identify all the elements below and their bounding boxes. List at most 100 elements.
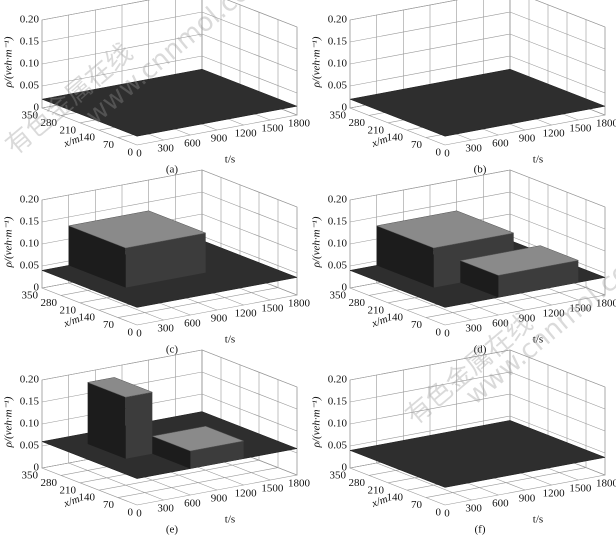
x-tick-label: 350 — [22, 110, 39, 122]
t-tick-label: 1200 — [235, 308, 258, 320]
x-axis-label: x/m — [369, 313, 389, 330]
grid-line — [376, 375, 472, 501]
x-tick-label: 350 — [330, 470, 347, 482]
plateau-top — [375, 210, 515, 249]
t-tick-label: 600 — [492, 498, 509, 510]
x-tick-label: 140 — [387, 312, 404, 324]
x-axis-label: x/m — [61, 133, 81, 150]
z-tick-label: 0.15 — [20, 216, 40, 228]
t-tick-label: 1200 — [235, 488, 258, 500]
x-tick-label: 0 — [128, 327, 134, 339]
t-tick-label: 300 — [465, 503, 482, 515]
z-tick-label: 0.20 — [328, 14, 348, 26]
plateau-front — [87, 382, 126, 459]
caption: (f) — [475, 524, 486, 536]
x-tick-label: 280 — [41, 117, 58, 129]
x-axis-label: x/m — [369, 133, 389, 150]
t-tick-label: 1800 — [288, 118, 311, 130]
caption: (d) — [474, 344, 487, 356]
z-tick-label: 0 — [34, 282, 40, 294]
x-axis-label: x/m — [61, 493, 81, 510]
t-tick-label: 900 — [211, 133, 228, 145]
z-tick-label: 0.20 — [20, 194, 40, 206]
plateau-front — [152, 436, 191, 469]
t-tick-label: 1500 — [261, 483, 284, 495]
t-axis-label: t/s — [225, 154, 235, 166]
x-tick-label: 0 — [128, 507, 134, 519]
x-tick-label: 140 — [79, 312, 96, 324]
x-tick-label: 280 — [41, 297, 58, 309]
t-tick-label: 900 — [519, 133, 536, 145]
plateau-front — [460, 260, 499, 298]
z-axis-label: ρ/(veh·m⁻¹) — [311, 36, 323, 88]
t-axis-label: t/s — [533, 514, 543, 526]
plateau-side — [125, 392, 153, 459]
z-tick-label: 0.10 — [20, 418, 40, 430]
z-tick-label: 0.10 — [328, 418, 348, 430]
t-tick-label: 1800 — [596, 478, 616, 490]
z-tick-label: 0.15 — [328, 216, 348, 228]
t-tick-label: 0 — [444, 508, 450, 520]
t-tick-label: 600 — [492, 138, 509, 150]
z-tick-label: 0 — [342, 102, 348, 114]
x-tick-label: 210 — [60, 484, 77, 496]
x-tick-label: 70 — [103, 319, 115, 331]
x-tick-label: 210 — [368, 124, 385, 136]
t-tick-label: 1200 — [235, 128, 258, 140]
t-tick-label: 900 — [211, 493, 228, 505]
t-tick-label: 300 — [157, 143, 174, 155]
t-tick-label: 1200 — [543, 488, 566, 500]
t-tick-label: 1800 — [288, 478, 311, 490]
plateau-side — [498, 260, 579, 298]
t-tick-label: 1800 — [596, 298, 616, 310]
grid-line — [41, 380, 138, 506]
caption: (a) — [166, 164, 179, 176]
z-tick-label: 0.05 — [20, 80, 40, 92]
z-axis-label: ρ/(veh·m⁻¹) — [3, 396, 15, 448]
t-tick-label: 1500 — [569, 123, 592, 135]
t-tick-label: 1800 — [596, 118, 616, 130]
t-tick-label: 300 — [157, 503, 174, 515]
t-tick-label: 900 — [211, 313, 228, 325]
t-tick-label: 300 — [157, 323, 174, 335]
x-tick-label: 70 — [411, 499, 423, 511]
z-tick-label: 0 — [342, 282, 348, 294]
z-axis-label: ρ/(veh·m⁻¹) — [311, 216, 323, 268]
plateau-top — [459, 245, 580, 276]
t-tick-label: 1800 — [288, 298, 311, 310]
caption: (b) — [474, 164, 487, 176]
x-tick-label: 350 — [330, 290, 347, 302]
x-axis-label: x/m — [369, 493, 389, 510]
x-tick-label: 280 — [349, 477, 366, 489]
surface-base — [41, 68, 298, 137]
z-tick-label: 0.10 — [328, 58, 348, 70]
z-tick-label: 0.20 — [328, 374, 348, 386]
grid-line — [349, 200, 446, 326]
x-tick-label: 140 — [387, 492, 404, 504]
x-tick-label: 350 — [22, 290, 39, 302]
t-tick-label: 900 — [519, 313, 536, 325]
grid-line — [41, 20, 138, 146]
z-axis-label: ρ/(veh·m⁻¹) — [3, 36, 15, 88]
grid-line — [68, 195, 164, 321]
z-tick-label: 0.10 — [328, 238, 348, 250]
t-tick-label: 600 — [492, 318, 509, 330]
t-tick-label: 300 — [465, 323, 482, 335]
z-tick-label: 0.05 — [328, 260, 348, 272]
z-tick-label: 0.15 — [328, 396, 348, 408]
x-tick-label: 280 — [349, 117, 366, 129]
x-tick-label: 70 — [103, 499, 115, 511]
z-tick-label: 0.15 — [20, 396, 40, 408]
plateau-side — [190, 441, 244, 469]
z-tick-label: 0 — [34, 102, 40, 114]
t-tick-label: 1200 — [543, 128, 566, 140]
x-tick-label: 280 — [349, 297, 366, 309]
x-tick-label: 210 — [368, 304, 385, 316]
grid-line — [376, 195, 472, 321]
z-tick-label: 0.15 — [20, 36, 40, 48]
